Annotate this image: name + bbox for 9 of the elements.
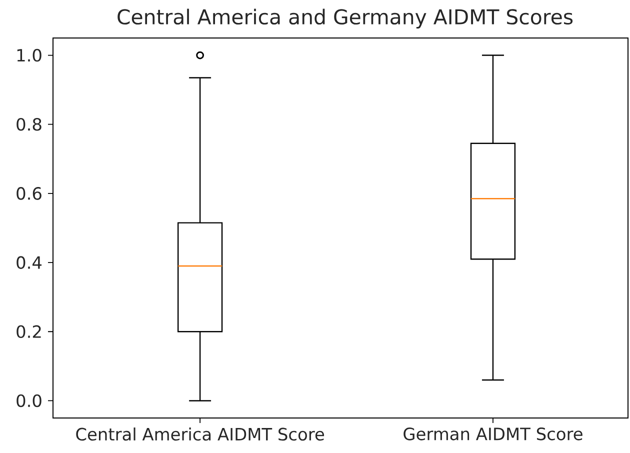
y-tick-label: 1.0 <box>17 48 42 62</box>
y-tick-label: 0.6 <box>16 187 42 200</box>
x-tick-label: German AIDMT Score <box>404 428 582 440</box>
y-tick-label: 0.2 <box>16 325 41 338</box>
chart-title: Central America and Germany AIDMT Scores <box>118 8 573 28</box>
x-tick-label: Central America AIDMT Score <box>76 428 324 441</box>
y-tick-label: 0.4 <box>16 256 42 269</box>
y-tick-label: 0.0 <box>16 394 42 408</box>
y-tick-label: 0.8 <box>16 118 42 131</box>
